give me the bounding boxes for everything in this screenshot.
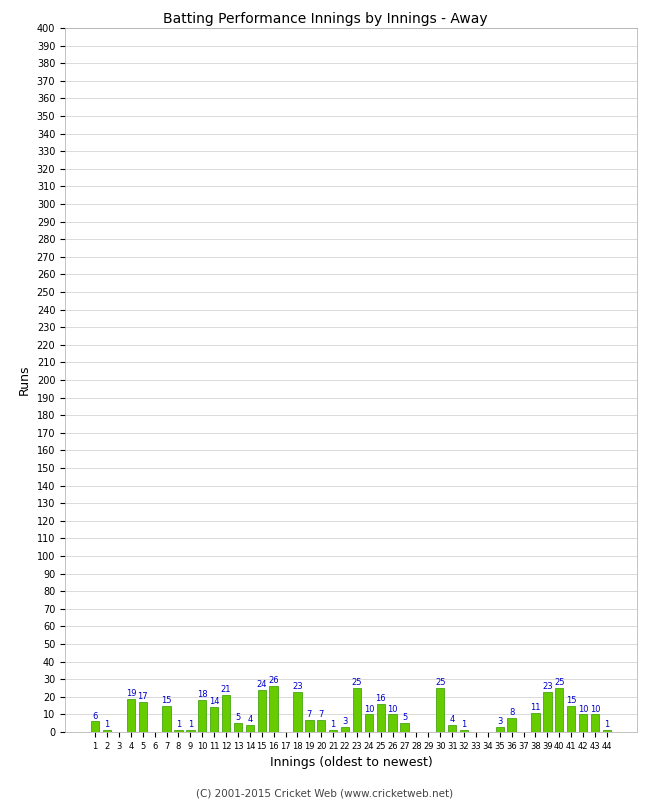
Y-axis label: Runs: Runs <box>18 365 31 395</box>
Text: 25: 25 <box>435 678 445 687</box>
Text: 16: 16 <box>376 694 386 703</box>
Bar <box>436 688 445 732</box>
Bar <box>293 691 302 732</box>
Text: 23: 23 <box>542 682 552 690</box>
Bar <box>508 718 516 732</box>
Text: 6: 6 <box>92 711 98 721</box>
Bar <box>103 730 111 732</box>
Bar <box>210 707 218 732</box>
Bar <box>495 726 504 732</box>
Bar <box>270 686 278 732</box>
Bar <box>306 720 313 732</box>
Text: 10: 10 <box>387 705 398 714</box>
Text: Batting Performance Innings by Innings - Away: Batting Performance Innings by Innings -… <box>162 12 488 26</box>
Text: 1: 1 <box>462 720 467 730</box>
Text: 5: 5 <box>402 714 407 722</box>
Text: 18: 18 <box>197 690 207 699</box>
Text: 10: 10 <box>363 705 374 714</box>
Bar <box>555 688 564 732</box>
Text: 7: 7 <box>318 710 324 719</box>
Text: 25: 25 <box>352 678 362 687</box>
Bar <box>460 730 468 732</box>
Bar <box>329 730 337 732</box>
Bar <box>531 713 540 732</box>
Bar <box>579 714 587 732</box>
Text: 10: 10 <box>578 705 588 714</box>
Text: 8: 8 <box>509 708 514 717</box>
Bar <box>603 730 611 732</box>
Bar <box>222 695 230 732</box>
Text: 21: 21 <box>221 685 231 694</box>
Bar <box>591 714 599 732</box>
Bar <box>162 706 171 732</box>
Text: 15: 15 <box>161 696 172 705</box>
Text: (C) 2001-2015 Cricket Web (www.cricketweb.net): (C) 2001-2015 Cricket Web (www.cricketwe… <box>196 788 454 798</box>
Text: 1: 1 <box>331 720 336 730</box>
Bar <box>365 714 373 732</box>
Text: 1: 1 <box>604 720 610 730</box>
Text: 19: 19 <box>125 689 136 698</box>
Text: 4: 4 <box>450 715 455 724</box>
Bar <box>543 691 551 732</box>
Text: 7: 7 <box>307 710 312 719</box>
Text: 3: 3 <box>497 717 502 726</box>
Text: 4: 4 <box>247 715 252 724</box>
Bar <box>448 725 456 732</box>
Bar <box>174 730 183 732</box>
Bar <box>567 706 575 732</box>
Text: 24: 24 <box>257 680 267 689</box>
Text: 23: 23 <box>292 682 303 690</box>
Bar <box>186 730 194 732</box>
Bar <box>389 714 396 732</box>
Bar <box>246 725 254 732</box>
Text: 1: 1 <box>176 720 181 730</box>
X-axis label: Innings (oldest to newest): Innings (oldest to newest) <box>270 756 432 770</box>
Text: 3: 3 <box>343 717 348 726</box>
Text: 17: 17 <box>137 692 148 701</box>
Bar <box>234 723 242 732</box>
Bar <box>317 720 326 732</box>
Bar <box>257 690 266 732</box>
Bar <box>400 723 409 732</box>
Bar <box>353 688 361 732</box>
Bar <box>376 704 385 732</box>
Text: 11: 11 <box>530 702 541 712</box>
Bar <box>198 700 207 732</box>
Text: 5: 5 <box>235 714 240 722</box>
Text: 15: 15 <box>566 696 577 705</box>
Text: 25: 25 <box>554 678 564 687</box>
Bar <box>138 702 147 732</box>
Text: 14: 14 <box>209 698 220 706</box>
Text: 26: 26 <box>268 676 279 686</box>
Bar <box>91 722 99 732</box>
Text: 1: 1 <box>105 720 110 730</box>
Text: 1: 1 <box>188 720 193 730</box>
Bar <box>127 698 135 732</box>
Bar <box>341 726 349 732</box>
Text: 10: 10 <box>590 705 600 714</box>
